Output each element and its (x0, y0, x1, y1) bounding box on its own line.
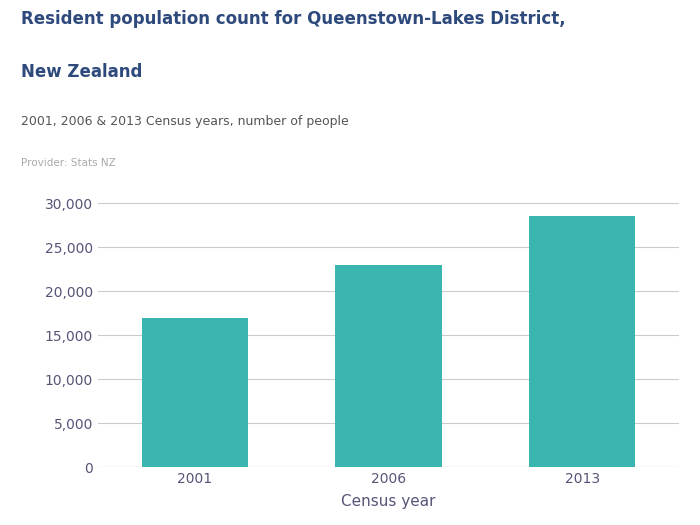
Text: figure.nz: figure.nz (579, 22, 664, 40)
Text: 2001, 2006 & 2013 Census years, number of people: 2001, 2006 & 2013 Census years, number o… (21, 116, 349, 129)
Bar (335, 265, 442, 467)
Text: Provider: Stats NZ: Provider: Stats NZ (21, 158, 116, 167)
Text: Resident population count for Queenstown-Lakes District,: Resident population count for Queenstown… (21, 10, 566, 28)
X-axis label: Census year: Census year (342, 495, 435, 509)
Text: New Zealand: New Zealand (21, 63, 142, 81)
Bar (141, 318, 248, 467)
Bar (529, 216, 636, 467)
